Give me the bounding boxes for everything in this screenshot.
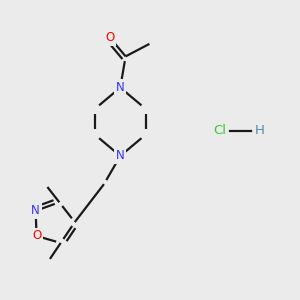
Text: N: N <box>31 204 40 218</box>
Text: N: N <box>116 149 125 162</box>
Text: N: N <box>116 81 125 94</box>
Text: O: O <box>106 32 115 44</box>
Text: H: H <box>255 124 265 137</box>
Text: Cl: Cl <box>213 124 226 137</box>
Text: O: O <box>32 230 41 242</box>
